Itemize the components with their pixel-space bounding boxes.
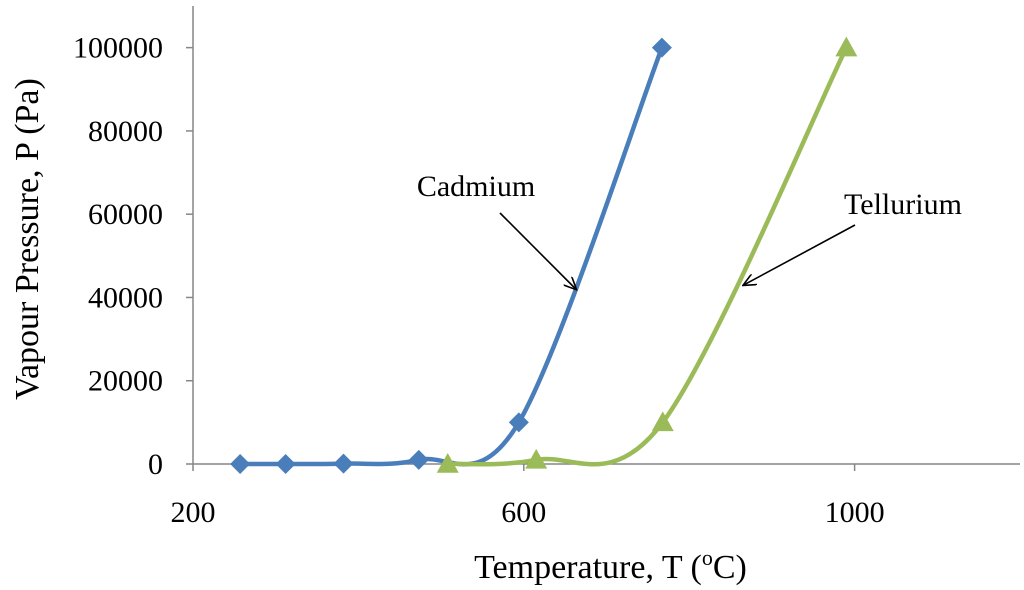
x-tick-label: 600 (501, 496, 546, 529)
ticks: 0 20000 40000 60000 80000 100000 200 600 1000 (73, 32, 885, 529)
series-tellurium (436, 36, 858, 473)
data-point-diamond (408, 449, 429, 470)
x-axis-title-main: Temperature, T ( (474, 549, 702, 586)
annotation-arrow (499, 212, 576, 289)
y-tick-label: 100000 (73, 32, 163, 65)
series-layer (230, 36, 858, 474)
y-tick-label: 0 (148, 448, 163, 481)
annotation-tellurium: Tellurium (844, 188, 962, 221)
series-line (240, 46, 665, 467)
x-axis-title-sup: o (702, 545, 713, 570)
annotations: Cadmium Tellurium (417, 170, 962, 289)
x-tick-label: 1000 (825, 496, 885, 529)
data-point-diamond (508, 412, 529, 433)
series-cadmium (230, 37, 672, 474)
series-line (447, 46, 849, 467)
x-axis-title: Temperature, T (oC) (474, 545, 747, 586)
y-tick-label: 20000 (88, 365, 163, 398)
data-point-triangle (835, 36, 858, 57)
data-point-diamond (651, 37, 672, 58)
y-tick-label: 60000 (88, 198, 163, 231)
axes (192, 6, 1020, 465)
data-point-diamond (275, 453, 296, 474)
annotation-cadmium: Cadmium (417, 170, 535, 203)
data-point-triangle (436, 452, 459, 473)
annotation-arrow (744, 224, 856, 285)
data-point-diamond (230, 453, 251, 474)
x-tick-label: 200 (171, 496, 216, 529)
data-point-diamond (333, 453, 354, 474)
data-point-triangle (651, 411, 674, 432)
y-tick-label: 40000 (88, 281, 163, 314)
y-tick-label: 80000 (88, 115, 163, 148)
data-point-triangle (525, 448, 548, 469)
x-axis-title-end: C) (713, 549, 747, 586)
y-axis-title: Vapour Pressure, P (Pa) (9, 78, 46, 400)
